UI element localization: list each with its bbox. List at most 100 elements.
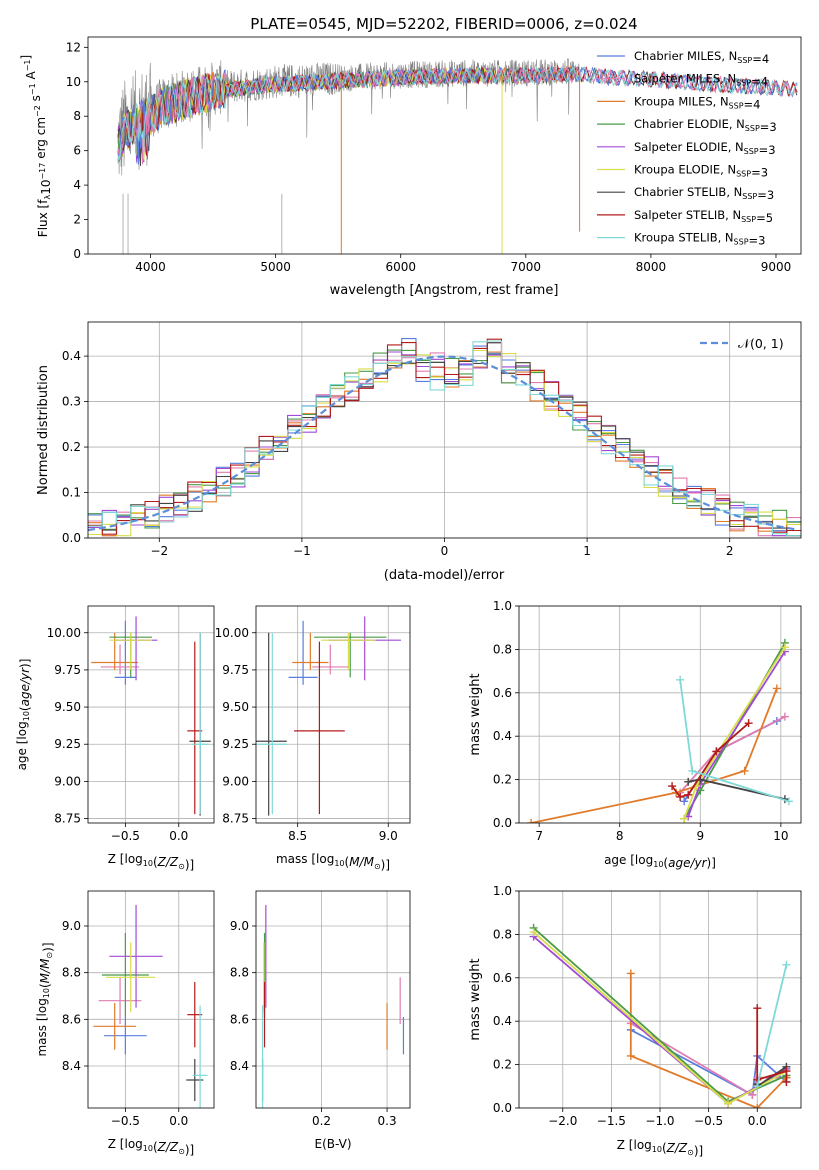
error-bar-point: [257, 632, 287, 815]
plot-area: [519, 891, 801, 1108]
weight-point-marker: [680, 797, 689, 806]
y-tick-label: 0.4: [62, 349, 81, 363]
weight-vs-metallicity-panel: −2.0 −1.5 −1.0 −0.5 0.0 0.0 0.2 0.4 0.6 0.8 1.0 Z […: [468, 884, 802, 1158]
y-tick-label: 0.0: [62, 531, 81, 545]
legend-entry: Salpeter ELODIE, NSSP=3: [634, 140, 776, 157]
plot-area: [117, 58, 798, 254]
y-tick-label: 8.6: [230, 1012, 249, 1026]
x-axis-label: mass [log10(M/M⊙)]: [276, 852, 390, 872]
x-tick-label: 0: [441, 544, 449, 558]
plot-area: [88, 606, 214, 823]
x-tick-label: −1.5: [597, 1114, 626, 1128]
weight-point-marker: [772, 684, 781, 693]
error-bar-point: [98, 977, 142, 1024]
y-tick-label: 0.2: [493, 1058, 512, 1072]
weight-point-marker: [688, 766, 697, 775]
x-tick-label: −1: [293, 544, 311, 558]
y-tick-label: 8.75: [54, 812, 81, 826]
error-bar-point: [93, 1003, 137, 1050]
axes-frame: [87, 890, 215, 1109]
weight-series: [676, 675, 793, 806]
weight-series: [753, 1004, 791, 1086]
error-bar-point: [104, 1017, 147, 1055]
x-tick-label: 8.5: [288, 829, 307, 843]
x-tick-label: 9.0: [379, 829, 398, 843]
y-tick-label: 9.00: [54, 774, 81, 788]
x-axis-label: E(B-V): [314, 1137, 351, 1151]
y-tick-label: 6: [73, 144, 81, 158]
x-tick-label: 9: [696, 829, 704, 843]
y-tick-label: 0.4: [493, 729, 512, 743]
y-tick-label: 0.8: [493, 927, 512, 941]
axes-frame: [518, 890, 802, 1109]
error-bar-point: [114, 620, 137, 685]
weight-point-marker: [748, 1090, 757, 1099]
y-axis-label: mass [log10(M/M⊙)]: [35, 942, 55, 1056]
model-spectrum-line: [117, 66, 798, 164]
weight-point-marker: [782, 1067, 791, 1076]
weight-point-marker: [724, 1099, 733, 1108]
x-tick-label: 6000: [385, 260, 416, 274]
weight-vs-age-panel: 7 8 9 10 0.0 0.2 0.4 0.6 0.8 1.0 age [log10(age/yr…: [468, 599, 802, 870]
legend-entry: Kroupa STELIB, NSSP=3: [634, 231, 765, 248]
x-axis-label: (data-model)/error: [384, 568, 505, 583]
error-bar-point: [288, 620, 318, 685]
weight-point-marker: [676, 792, 685, 801]
y-tick-label: 9.50: [222, 700, 249, 714]
y-axis-label: mass weight: [468, 958, 483, 1040]
y-tick-label: 0.0: [493, 816, 512, 830]
x-tick-label: 0.0: [169, 1114, 188, 1128]
x-tick-label: 10: [773, 829, 788, 843]
error-bar-point: [313, 632, 387, 678]
weight-series-line: [630, 1029, 787, 1097]
x-tick-label: 0.2: [312, 1114, 331, 1128]
y-tick-label: 9.0: [230, 919, 249, 933]
mass-vs-metallicity-panel: −0.5 0.0 8.4 8.6 8.8 9.0 Z [log10(Z/Z⊙)] mass […: [35, 890, 215, 1157]
weight-point-marker: [626, 969, 635, 978]
x-axis-label: age [log10(age/yr)]: [604, 853, 716, 870]
x-tick-label: 8: [616, 829, 624, 843]
y-axis-label: mass weight: [468, 673, 483, 755]
normal-reference-curve: [88, 355, 799, 532]
weight-point-marker: [784, 797, 793, 806]
y-tick-label: 10: [66, 75, 81, 89]
y-tick-label: 1.0: [493, 884, 512, 898]
age-vs-mass-panel: 8.5 9.0 8.75 9.00 9.25 9.50 9.75 10.00 mass [log…: [215, 605, 411, 872]
x-tick-label: 7: [535, 829, 543, 843]
weight-point-marker: [626, 1051, 635, 1060]
weight-point-marker: [712, 747, 721, 756]
y-axis-label: Normed distribution: [36, 365, 51, 495]
weight-series-line: [756, 1008, 788, 1082]
mass-vs-ebv-panel: 0.2 0.3 8.4 8.6 8.8 9.0 E(B-V): [230, 890, 411, 1151]
weight-series-line: [756, 964, 788, 1087]
y-tick-label: 0.1: [62, 486, 81, 500]
weight-point-marker: [753, 1104, 762, 1108]
weight-series: [527, 684, 781, 823]
x-tick-label: 0.0: [169, 829, 188, 843]
legend-entry: Salpeter MILES, NSSP=4: [634, 72, 768, 89]
error-bar-point: [191, 632, 209, 815]
x-tick-label: 0.3: [378, 1114, 397, 1128]
y-tick-label: 8.4: [62, 1059, 81, 1073]
error-bar-point: [292, 632, 329, 670]
legend-entry: Chabrier MILES, NSSP=4: [634, 49, 769, 66]
y-tick-label: 2: [73, 213, 81, 227]
error-bar-point: [328, 616, 401, 681]
y-tick-label: 0.6: [493, 971, 512, 985]
y-tick-label: 0.4: [493, 1014, 512, 1028]
x-tick-label: 8000: [636, 260, 667, 274]
y-tick-label: 10.00: [47, 626, 81, 640]
weight-point-marker: [744, 719, 753, 728]
age-vs-metallicity-panel: −0.5 0.0 8.75 9.00 9.25 9.50 9.75 10.00 Z [log10…: [15, 605, 215, 872]
y-tick-label: 9.50: [54, 700, 81, 714]
y-tick-label: 10.00: [215, 626, 249, 640]
x-axis-label: wavelength [Angstrom, rest frame]: [330, 283, 559, 298]
weight-point-marker: [782, 1077, 791, 1086]
x-tick-label: 0.0: [748, 1114, 767, 1128]
legend-entry: Kroupa ELODIE, NSSP=3: [634, 163, 768, 180]
weight-series: [680, 717, 781, 806]
x-tick-label: 2: [726, 544, 734, 558]
error-bar-point: [109, 905, 163, 1008]
legend-entry: Salpeter STELIB, NSSP=5: [634, 208, 773, 225]
weight-point-marker: [782, 960, 791, 969]
